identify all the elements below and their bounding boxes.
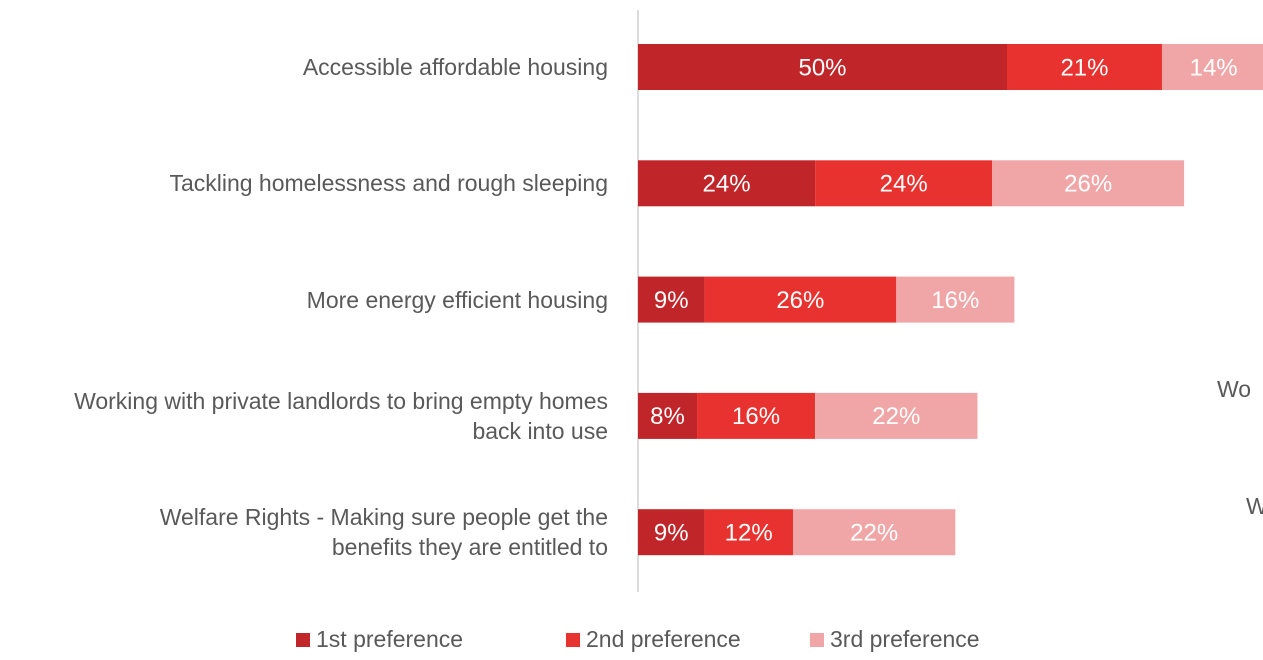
bar-segment [1161,44,1263,90]
data-label: 22% [850,520,898,547]
data-label: 26% [776,287,824,314]
bar-segment [815,160,993,207]
data-label: 14% [1190,54,1238,81]
bar-segment [704,276,897,323]
annotation: W [1246,493,1263,519]
data-label: 9% [654,520,689,547]
data-label: 26% [1064,171,1112,198]
bar-segment [815,392,978,439]
bar-segment [896,276,1015,323]
category-label: Accessible affordable housing [302,54,608,80]
bar-segment [697,392,816,439]
legend-swatch [566,633,580,647]
legend-label: 1st preference [316,626,463,652]
bar-segment [638,276,705,323]
bar-segment [638,160,816,207]
data-label: 16% [732,403,780,430]
category-label: More energy efficient housing [306,286,608,313]
bar-segment [638,44,1007,90]
bar-segment [1007,44,1162,90]
data-label: 24% [880,171,928,198]
legend-swatch [810,633,824,647]
data-label: 22% [872,403,920,430]
data-label: 8% [650,403,685,430]
legend-label: 3rd preference [830,626,980,652]
data-label: 21% [1060,54,1108,81]
data-label: 9% [654,287,689,314]
category-label: Welfare Rights - Making sure people get … [159,504,608,561]
bar-segment [704,509,793,556]
legend-label: 2nd preference [586,626,741,652]
bar-segment [638,509,705,556]
annotation: Wo [1217,376,1251,402]
data-label: 12% [725,520,773,547]
data-label: 16% [931,287,979,314]
legend-swatch [296,633,310,647]
bar-segment [992,160,1185,207]
data-label: 24% [703,171,751,198]
category-label: Tackling homelessness and rough sleeping [169,170,608,197]
bar-segment [792,509,956,556]
data-label: 50% [798,54,846,81]
category-label: Working with private landlords to bring … [74,387,608,444]
bar-segment [638,392,698,439]
